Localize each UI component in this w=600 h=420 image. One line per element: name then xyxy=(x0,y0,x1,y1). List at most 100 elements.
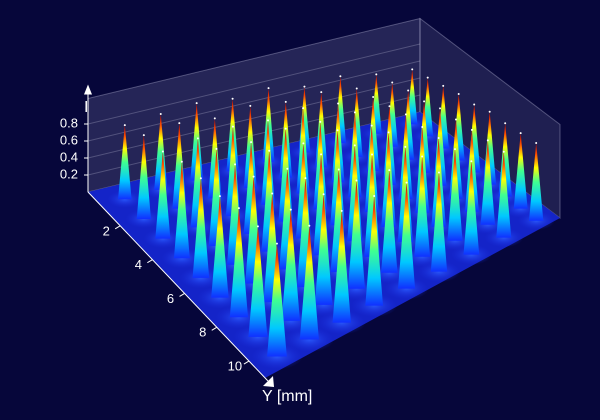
y-axis xyxy=(87,191,269,382)
peak-apex xyxy=(256,225,259,228)
peak-apex xyxy=(470,160,473,163)
peak-apex xyxy=(486,139,489,142)
peak-apex xyxy=(473,103,476,106)
y-tick xyxy=(243,360,250,365)
peak xyxy=(381,170,398,273)
peak-apex xyxy=(470,128,473,131)
peak-apex xyxy=(488,110,491,113)
peak-apex xyxy=(180,160,183,163)
peak-apex xyxy=(195,102,198,105)
peak-apex xyxy=(266,119,269,122)
peak-apex xyxy=(519,132,522,135)
peak-apex xyxy=(405,181,408,184)
peak xyxy=(155,151,171,239)
peak-apex xyxy=(268,149,271,152)
peak-apex xyxy=(286,167,289,170)
peak xyxy=(365,196,384,306)
z-tick-label: 0.4 xyxy=(60,149,78,164)
y-tick xyxy=(147,259,153,264)
peak xyxy=(332,210,351,323)
peak xyxy=(118,125,132,200)
peak-apex xyxy=(388,105,391,108)
peak-apex xyxy=(250,141,253,144)
peak-apex xyxy=(319,120,322,123)
peak-apex xyxy=(218,195,221,198)
peak-apex xyxy=(372,96,375,99)
peak xyxy=(381,132,396,227)
peak-apex xyxy=(355,87,358,90)
peak-apex xyxy=(320,153,323,156)
y-arrow xyxy=(263,376,274,387)
peak-apex xyxy=(404,113,407,116)
peak-apex xyxy=(437,171,440,174)
peak-apex xyxy=(267,87,270,90)
peak-apex xyxy=(373,195,376,198)
y-tick-label: 10 xyxy=(228,359,242,374)
peak xyxy=(513,133,528,209)
peak-apex xyxy=(353,144,356,147)
peak-apex xyxy=(234,163,237,166)
peak-apex xyxy=(303,85,306,88)
peak-apex xyxy=(336,129,339,132)
peak-apex xyxy=(142,134,145,137)
z-tick-label: 0.2 xyxy=(60,166,78,181)
z-tick-label: 0.8 xyxy=(60,115,78,130)
peak-apex xyxy=(215,147,218,150)
peak-apex xyxy=(453,148,456,151)
peak xyxy=(414,156,431,257)
peak xyxy=(299,225,319,340)
peak-apex xyxy=(213,117,216,120)
peak-apex xyxy=(237,207,240,210)
peak-apex xyxy=(304,177,307,180)
peak-apex xyxy=(388,169,391,172)
peak-apex xyxy=(407,89,410,92)
y-tick-label: 4 xyxy=(135,257,142,272)
peak-apex xyxy=(535,142,538,145)
peak-apex xyxy=(161,150,164,153)
y-tick-label: 8 xyxy=(199,325,206,340)
peak-apex xyxy=(339,75,342,78)
peak xyxy=(243,105,257,188)
peak-apex xyxy=(199,177,202,180)
y-tick xyxy=(114,225,121,230)
peak-apex xyxy=(353,111,356,114)
peak xyxy=(463,161,480,255)
grid-line xyxy=(87,43,421,125)
peak xyxy=(267,243,287,357)
z-axis-label: I xyxy=(84,99,88,116)
peak xyxy=(447,149,463,241)
y-tick xyxy=(211,326,217,331)
peak-apex xyxy=(271,192,274,195)
peak-apex xyxy=(337,102,340,105)
peak-apex xyxy=(249,104,252,107)
grid-line xyxy=(87,60,421,142)
peak xyxy=(192,178,210,278)
peak xyxy=(398,182,416,289)
peak-apex xyxy=(504,122,507,125)
peak-apex xyxy=(320,91,323,94)
peak-apex xyxy=(423,100,426,103)
peak-apex xyxy=(302,142,305,145)
peak-apex xyxy=(355,179,358,182)
y-tick-label: 6 xyxy=(167,291,174,306)
peak-apex xyxy=(340,209,343,212)
peak-apex xyxy=(252,175,255,178)
y-tick-label: 2 xyxy=(103,223,110,238)
peak xyxy=(496,151,512,238)
peak-base xyxy=(284,327,335,352)
peak-apex xyxy=(159,112,162,115)
peak-apex xyxy=(421,126,424,129)
peak xyxy=(281,209,300,321)
peak xyxy=(262,88,275,162)
peak-apex xyxy=(231,97,234,100)
peak-apex xyxy=(426,76,429,79)
peak xyxy=(347,180,365,289)
peak-apex xyxy=(442,84,445,87)
y-axis-label: Y [mm] xyxy=(262,388,312,405)
peak-apex xyxy=(371,153,374,156)
z-arrow xyxy=(84,84,92,95)
z-tick-label: 0.6 xyxy=(60,132,78,147)
peak xyxy=(248,226,268,337)
peak-apex xyxy=(370,124,373,127)
